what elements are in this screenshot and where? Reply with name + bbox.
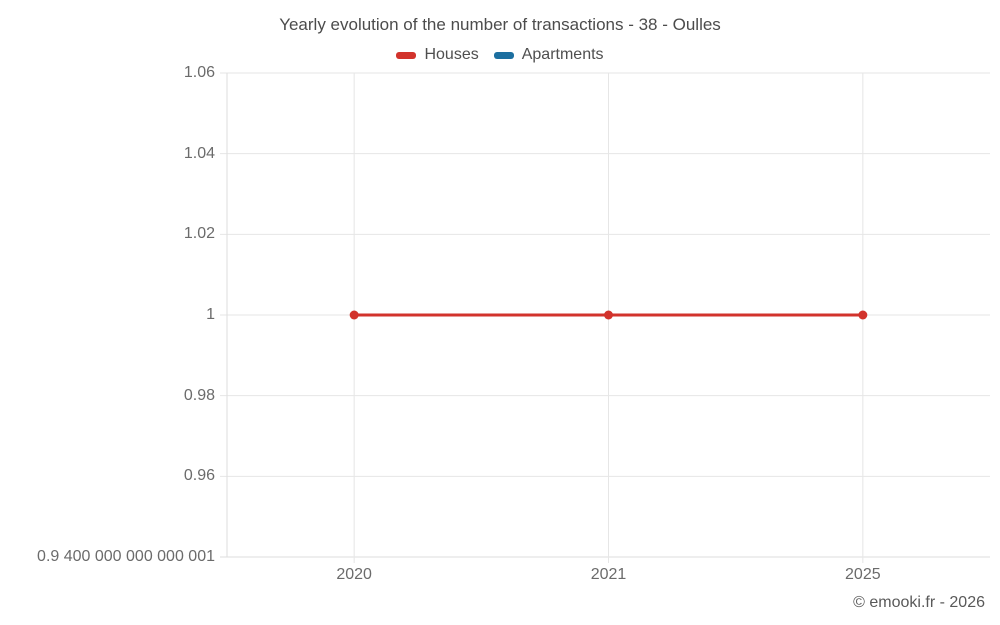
y-axis-tick-label: 1.06 (183, 64, 215, 81)
y-axis-tick-label: 0.9 400 000 000 000 001 (37, 548, 215, 565)
houses-point-2020[interactable] (349, 310, 359, 320)
y-axis-tick-label: 1.04 (183, 144, 215, 162)
x-axis-tick-label: 2020 (336, 566, 372, 583)
y-axis-tick-label: 0.98 (183, 386, 215, 404)
legend-swatch-apartments-icon (493, 51, 514, 59)
y-axis-tick-label: 0.96 (183, 467, 215, 485)
y-axis-tick-label: 1.02 (183, 225, 215, 243)
y-axis-tick-label: 1 (206, 306, 215, 323)
legend-label: Apartments (521, 46, 604, 63)
houses-point-2021[interactable] (604, 310, 613, 320)
houses-point-2025[interactable] (858, 310, 868, 320)
x-axis-tick-label: 2025 (845, 566, 881, 583)
legend-item-houses[interactable]: Houses (396, 46, 479, 64)
chart-legend: Houses Apartments (0, 46, 1000, 64)
legend-label: Houses (424, 46, 479, 63)
x-axis-tick-label: 2021 (590, 566, 627, 583)
chart-title: Yearly evolution of the number of transa… (279, 15, 721, 34)
copyright-text: © emooki.fr - 2026 (853, 594, 985, 611)
legend-swatch-houses-icon (396, 51, 417, 59)
legend-item-apartments[interactable]: Apartments (493, 46, 604, 64)
